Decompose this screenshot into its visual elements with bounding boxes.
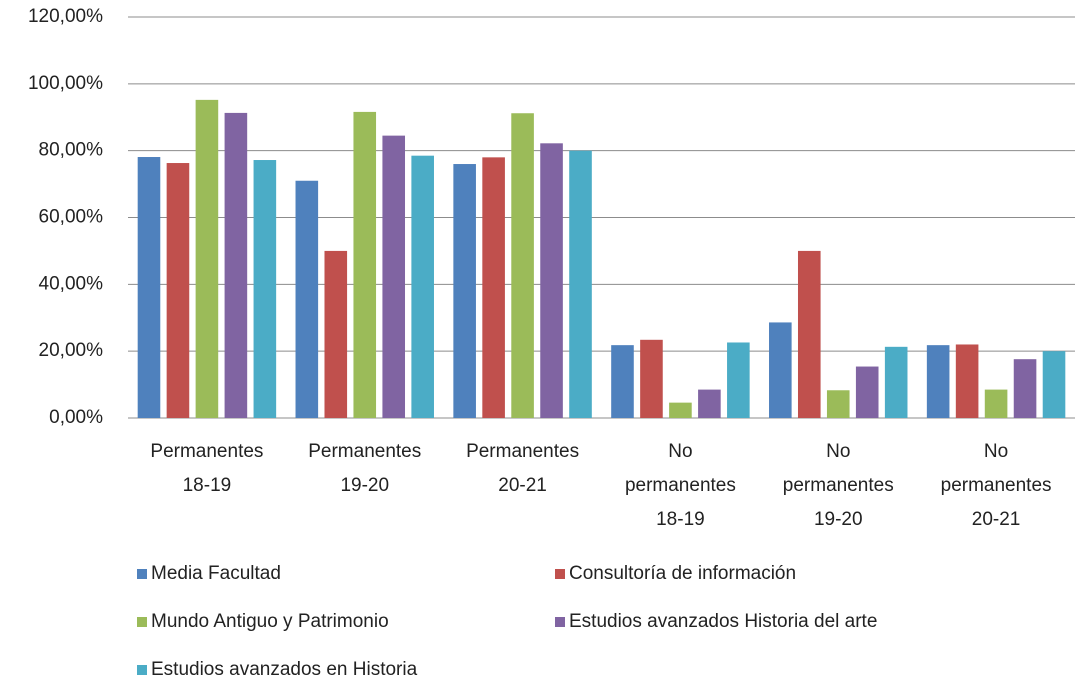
y-tick-label: 120,00% — [28, 6, 103, 27]
legend-label: Estudios avanzados en Historia — [151, 659, 418, 680]
bar — [826, 390, 850, 418]
bar — [453, 164, 476, 418]
bar — [698, 389, 721, 418]
bar — [926, 345, 950, 418]
legend-swatch — [137, 617, 147, 627]
y-tick-label: 40,00% — [39, 273, 104, 294]
x-tick-label: Permanentes — [150, 441, 263, 462]
bar — [855, 366, 879, 418]
bar — [955, 344, 979, 418]
bar — [640, 339, 663, 418]
bar — [324, 250, 348, 418]
bar — [411, 155, 434, 418]
bar — [984, 389, 1008, 418]
x-tick-label: 20-21 — [498, 475, 547, 496]
bar — [769, 322, 792, 418]
bar — [353, 111, 377, 419]
bar — [611, 345, 634, 418]
x-tick-label: Permanentes — [308, 441, 421, 462]
x-tick-label: 19-20 — [340, 475, 389, 496]
bar — [540, 143, 563, 418]
bar — [569, 150, 592, 418]
x-tick-label: No — [826, 441, 850, 462]
legend-label: Estudios avanzados Historia del arte — [569, 611, 877, 632]
x-tick-label: 20-21 — [972, 509, 1021, 530]
legend-swatch — [555, 617, 565, 627]
bar — [669, 402, 692, 418]
y-tick-label: 60,00% — [39, 207, 104, 228]
y-tick-label: 100,00% — [28, 73, 103, 94]
bar — [137, 157, 161, 418]
bar — [482, 157, 505, 418]
bar — [224, 112, 248, 419]
bar — [382, 135, 406, 419]
x-tick-label: permanentes — [783, 475, 894, 496]
legend-label: Media Facultad — [151, 563, 281, 584]
legend-label: Mundo Antiguo y Patrimonio — [151, 611, 389, 632]
bar — [295, 180, 319, 418]
x-tick-label: No — [984, 441, 1008, 462]
bar — [195, 99, 219, 418]
x-tick-label: permanentes — [941, 475, 1052, 496]
legend-label: Consultoría de información — [569, 563, 796, 584]
x-tick-label: 18-19 — [183, 475, 232, 496]
x-tick-label: 18-19 — [656, 509, 705, 530]
x-tick-label: 19-20 — [814, 509, 863, 530]
legend-swatch — [555, 569, 565, 579]
bar — [727, 342, 750, 418]
y-tick-label: 20,00% — [39, 340, 104, 361]
legend-swatch — [137, 665, 147, 675]
bar — [884, 346, 908, 418]
bar — [797, 250, 821, 418]
bar — [1013, 359, 1037, 418]
x-tick-label: No — [668, 441, 692, 462]
legend-swatch — [137, 569, 147, 579]
y-tick-label: 80,00% — [39, 140, 104, 161]
y-tick-label: 0,00% — [49, 407, 103, 428]
x-tick-label: permanentes — [625, 475, 736, 496]
x-tick-label: Permanentes — [466, 441, 579, 462]
bar — [1042, 351, 1066, 418]
bar — [253, 160, 277, 419]
bar — [166, 163, 190, 418]
bar — [511, 113, 534, 419]
